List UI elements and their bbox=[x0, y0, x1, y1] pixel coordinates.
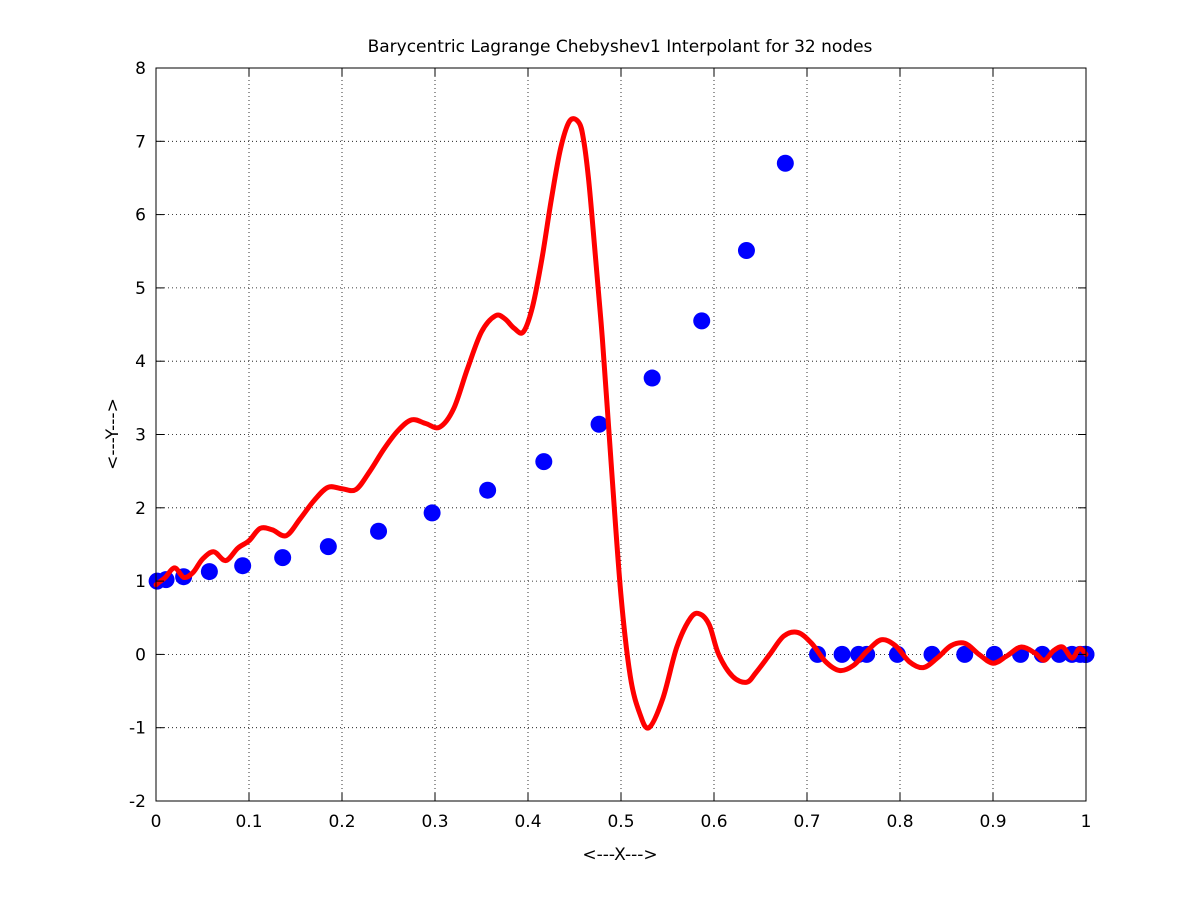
series-layer bbox=[148, 116, 1095, 731]
x-tick-label: 0.5 bbox=[607, 812, 634, 832]
x-tick-label: 1 bbox=[1081, 812, 1092, 832]
node-point bbox=[319, 538, 337, 556]
node-point bbox=[776, 154, 794, 172]
y-axis-title: <---Y---> bbox=[103, 398, 123, 470]
x-tick-label: 0 bbox=[151, 812, 162, 832]
y-tick-label: 1 bbox=[135, 572, 146, 592]
y-tick-label: 8 bbox=[135, 59, 146, 79]
node-point bbox=[737, 242, 755, 260]
node-point bbox=[234, 557, 252, 575]
x-tick-label: 0.6 bbox=[700, 812, 727, 832]
node-point bbox=[479, 481, 497, 499]
x-tick-label: 0.3 bbox=[421, 812, 448, 832]
y-tick-label: 3 bbox=[135, 426, 146, 446]
y-tick-label: -2 bbox=[129, 792, 146, 812]
node-point bbox=[956, 645, 974, 663]
node-point bbox=[370, 522, 388, 540]
y-tick-label: 6 bbox=[135, 206, 146, 226]
node-point bbox=[833, 645, 851, 663]
node-point bbox=[693, 312, 711, 330]
interpolant-line bbox=[153, 116, 1089, 731]
y-tick-label: -1 bbox=[129, 719, 146, 739]
node-point bbox=[535, 453, 553, 471]
x-tick-label: 0.1 bbox=[235, 812, 262, 832]
x-tick-labels: 0 0.1 0.2 0.3 0.4 0.5 0.6 0.7 0.8 0.9 1 bbox=[151, 812, 1092, 832]
x-axis-title: <---X---> bbox=[582, 845, 657, 865]
node-point bbox=[590, 415, 608, 433]
x-tick-label: 0.9 bbox=[979, 812, 1006, 832]
y-tick-label: 5 bbox=[135, 279, 146, 299]
node-point bbox=[274, 549, 292, 567]
x-tick-label: 0.7 bbox=[793, 812, 820, 832]
chart-title: Barycentric Lagrange Chebyshev1 Interpol… bbox=[368, 37, 873, 57]
y-tick-labels: -2 -1 0 1 2 3 4 5 6 7 8 bbox=[129, 59, 146, 812]
y-tick-label: 7 bbox=[135, 132, 146, 152]
plot-area bbox=[148, 67, 1095, 802]
y-tick-label: 2 bbox=[135, 499, 146, 519]
node-point bbox=[643, 369, 661, 387]
tick-marks bbox=[155, 67, 1087, 802]
node-point bbox=[200, 563, 218, 581]
x-tick-label: 0.8 bbox=[886, 812, 913, 832]
y-tick-label: 4 bbox=[135, 352, 146, 372]
node-point bbox=[423, 504, 441, 522]
x-tick-label: 0.2 bbox=[328, 812, 355, 832]
x-tick-label: 0.4 bbox=[514, 812, 541, 832]
y-tick-label: 0 bbox=[135, 645, 146, 665]
